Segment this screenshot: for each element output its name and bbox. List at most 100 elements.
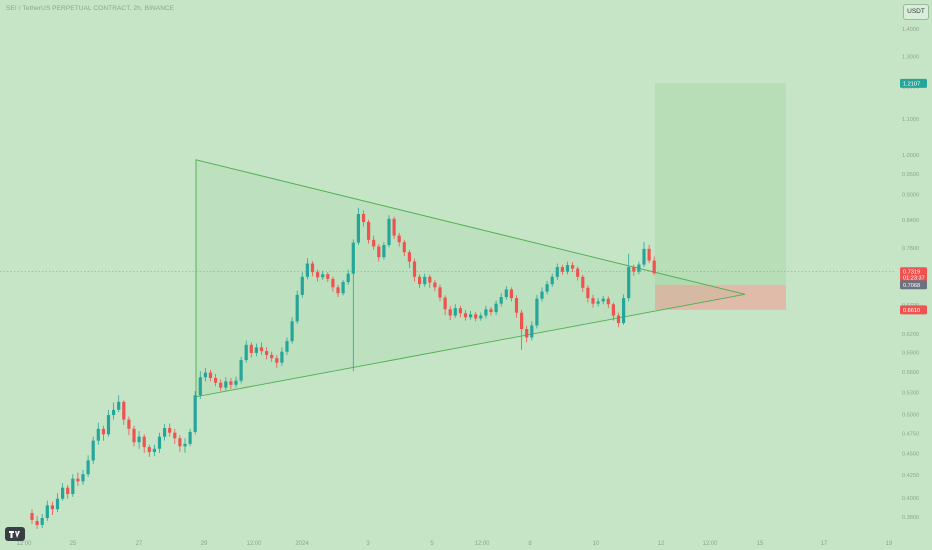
candle (637, 261, 641, 275)
candle-body (91, 440, 95, 461)
chart-title: SEI / TetherUS PERPETUAL CONTRACT, 2h, B… (6, 5, 175, 12)
candle-body (30, 513, 34, 520)
candle (611, 302, 615, 321)
y-tick-label: 0.4750 (902, 431, 919, 437)
candle (280, 347, 284, 366)
candle-body (525, 329, 529, 338)
candle-body (418, 276, 422, 285)
candle-body (474, 314, 478, 319)
x-tick-label: 3 (366, 541, 370, 547)
candle (168, 423, 172, 437)
candle-body (326, 274, 330, 279)
candle (428, 274, 432, 288)
candle-body (433, 282, 437, 288)
candle (514, 295, 519, 318)
candle-body (265, 351, 269, 355)
candle-body (489, 309, 493, 313)
candle (290, 317, 294, 344)
candle-body (168, 428, 172, 433)
candle (66, 484, 70, 499)
candle (632, 264, 636, 276)
candle (96, 422, 100, 445)
candle (106, 409, 111, 437)
x-tick-label: 29 (201, 541, 208, 547)
candle-body (504, 289, 508, 298)
candle-body (377, 246, 381, 258)
candle-body (81, 474, 85, 482)
x-tick-label: 27 (136, 541, 143, 547)
candle-body (387, 218, 391, 246)
candle-body (606, 298, 610, 305)
candle-body (122, 401, 126, 420)
candle (331, 276, 335, 292)
candle-body (341, 282, 345, 294)
candle (101, 425, 105, 441)
candle-body (208, 372, 213, 378)
candle (418, 274, 422, 288)
candle (509, 287, 513, 302)
candle-body (295, 294, 299, 322)
x-tick-label: 10 (593, 541, 600, 547)
candle (203, 367, 207, 382)
candle-body (509, 289, 513, 299)
candle-body (106, 415, 111, 435)
candle-body (520, 312, 524, 330)
candle (540, 287, 544, 302)
candle (275, 354, 279, 368)
candle-body (249, 344, 253, 353)
candle (351, 239, 355, 372)
currency-button[interactable]: USDT (903, 4, 929, 20)
candle (326, 272, 330, 283)
logo-badge (5, 527, 25, 541)
y-tick-label: 0.9000 (902, 192, 919, 198)
candle (35, 516, 39, 530)
candle (525, 326, 529, 343)
candle-body (514, 298, 519, 313)
candle (142, 434, 146, 453)
candle (295, 290, 299, 324)
candle (494, 300, 498, 315)
candle-body (479, 315, 483, 319)
candle-body (412, 261, 417, 277)
candle-body (382, 245, 386, 258)
candle (45, 500, 49, 521)
tradingview-logo (5, 527, 25, 541)
x-tick-label: 2024 (295, 541, 309, 547)
candle (438, 284, 442, 302)
candle-body (152, 448, 156, 453)
y-tick-label: 0.5300 (902, 390, 919, 396)
candle-body (132, 428, 136, 443)
candle-body (555, 267, 559, 277)
candle (157, 432, 162, 453)
candle-body (576, 268, 580, 277)
candle-body (214, 377, 218, 383)
candle (520, 309, 524, 350)
candle (458, 305, 462, 318)
candle-body (316, 272, 320, 278)
candle (61, 483, 65, 501)
candle-body (45, 505, 49, 518)
candle (183, 438, 187, 453)
candle-body (438, 287, 442, 298)
price-tag: 0.7068 (900, 280, 927, 290)
candle-body (310, 263, 315, 273)
candle-body (616, 315, 621, 324)
candle-body (443, 297, 447, 310)
candle (530, 321, 534, 341)
candle (310, 261, 315, 277)
candle-body (372, 239, 376, 247)
candle (474, 312, 478, 322)
candle-body (183, 443, 187, 447)
candle-body (61, 487, 65, 499)
price-tag-box (900, 78, 927, 88)
candle (173, 428, 177, 444)
y-tick-label: 1.0000 (902, 153, 919, 159)
candle-body (611, 304, 615, 316)
x-axis: 12:00 25 27 29 12:00 2024 3 5 12:00 8 10 12 12:00 15 1… (16, 541, 893, 547)
candle (652, 256, 656, 276)
y-tick-label: 1.4000 (902, 27, 919, 33)
candle-body (40, 517, 44, 525)
candle (198, 371, 202, 399)
